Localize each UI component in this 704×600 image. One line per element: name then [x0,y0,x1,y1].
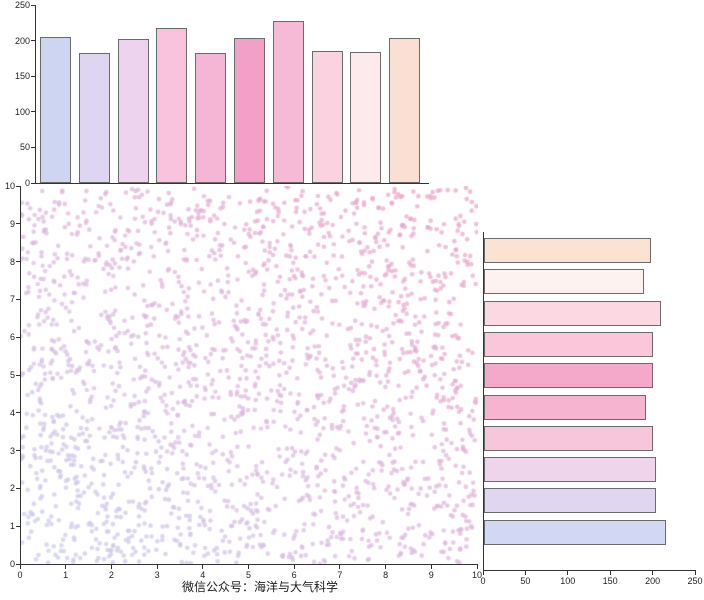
scatter-x-axis [20,564,478,565]
top-histogram-bar [234,38,265,183]
scatter-y-tick-label: 6 [9,332,15,343]
scatter-x-tick-label: 0 [17,570,23,580]
scatter-y-tick [16,185,20,187]
scatter-x-tick [156,565,158,569]
top-hist-tick [31,111,35,113]
scatter-y-tick-label: 8 [9,256,15,267]
scatter-y-tick-label: 5 [9,370,15,380]
scatter-x-tick [293,565,295,569]
scatter-x-tick-label: 1 [63,570,69,580]
top-histogram-bar [117,39,149,183]
right-histogram-bar [484,331,653,357]
right-hist-x-tick [482,571,484,575]
scatter-y-tick [16,412,20,414]
scatter-y-tick [16,487,20,489]
top-histogram-bar [195,52,227,183]
scatter-x-tick-label: 3 [154,570,160,580]
scatter-x-tick-label: 9 [428,570,434,580]
right-hist-x-tick [609,571,611,575]
right-hist-x-axis [483,570,696,571]
right-hist-x-tick [694,571,696,575]
right-histogram-bar [484,269,645,295]
top-hist-tick [31,75,35,77]
right-hist-x-tick-label: 100 [560,576,576,586]
right-histogram-bar [484,488,657,514]
scatter-x-tick-label: 8 [383,570,389,580]
top-hist-tick [31,146,35,148]
scatter-y-tick-label: 0 [9,559,15,569]
scatter-y-tick [16,298,20,300]
scatter-y-tick [16,223,20,225]
right-histogram-bar [484,300,662,326]
scatter-x-tick [339,565,341,569]
scatter-plot-canvas [21,186,478,564]
top-histogram-bar [311,51,343,183]
scatter-y-axis [20,186,21,565]
top-histogram-bar [156,28,188,183]
top-histogram-bar [40,37,71,183]
scatter-y-tick [16,261,20,263]
scatter-x-tick [65,565,67,569]
right-hist-x-tick [567,571,569,575]
top-hist-tick-label: 100 [14,106,30,117]
top-histogram-bar [78,53,110,183]
right-hist-x-tick-label: 200 [645,576,661,586]
scatter-x-tick [430,565,432,569]
caption: 微信公众号：海洋与大气科学 [181,580,338,594]
scatter-y-tick-label: 10 [4,181,15,191]
scatter-x-tick-label: 4 [200,570,206,580]
top-hist-x-axis [35,183,429,184]
scatter-x-tick [476,565,478,569]
scatter-y-tick-label: 3 [9,445,15,456]
scatter-x-tick-label: 10 [471,570,482,580]
top-hist-tick-label: 0 [24,178,30,188]
scatter-y-tick-label: 9 [9,218,15,229]
top-hist-tick-label: 50 [19,142,30,153]
right-hist-x-tick-label: 150 [602,576,618,586]
scatter-y-tick-label: 7 [9,294,15,305]
top-hist-tick [31,182,35,184]
right-hist-x-tick [652,571,654,575]
scatter-x-tick [248,565,249,569]
right-histogram-bar [484,363,653,389]
scatter-y-tick [16,525,20,527]
scatter-x-tick-label: 2 [108,570,114,580]
scatter-y-tick [16,450,20,452]
right-histogram-bar [484,519,667,545]
scatter-x-tick-label: 5 [245,570,251,580]
top-hist-tick [31,4,35,6]
right-histogram-bar [484,457,657,483]
scatter-x-tick [385,565,387,569]
top-hist-tick-label: 250 [14,0,30,10]
scatter-y-tick [16,336,20,338]
right-histogram-bar [484,394,646,420]
scatter-x-tick [19,565,21,569]
right-histogram-bar [484,425,653,451]
scatter-x-tick-label: 6 [291,570,297,580]
scatter-x-tick [110,565,112,569]
scatter-y-tick-label: 1 [9,521,15,532]
top-histogram-bar [272,20,304,183]
top-hist-tick [31,40,35,42]
top-hist-y-axis [35,5,36,184]
right-histogram-bar [484,238,652,263]
top-hist-tick-label: 200 [14,35,30,46]
scatter-y-tick [16,374,20,376]
scatter-y-tick-label: 2 [9,483,15,494]
top-histogram-bar [389,38,421,183]
scatter-x-tick [202,565,204,569]
scatter-x-tick-label: 7 [337,570,343,580]
scatter-y-tick [16,563,20,565]
right-hist-y-axis [483,232,484,571]
right-hist-x-tick-label: 250 [687,576,703,586]
right-hist-x-tick [524,571,526,575]
right-hist-x-tick-label: 50 [520,576,531,586]
right-hist-x-tick-label: 0 [480,576,486,586]
top-histogram-bar [350,51,382,183]
top-hist-tick-label: 150 [14,71,30,82]
scatter-y-tick-label: 4 [9,407,15,418]
